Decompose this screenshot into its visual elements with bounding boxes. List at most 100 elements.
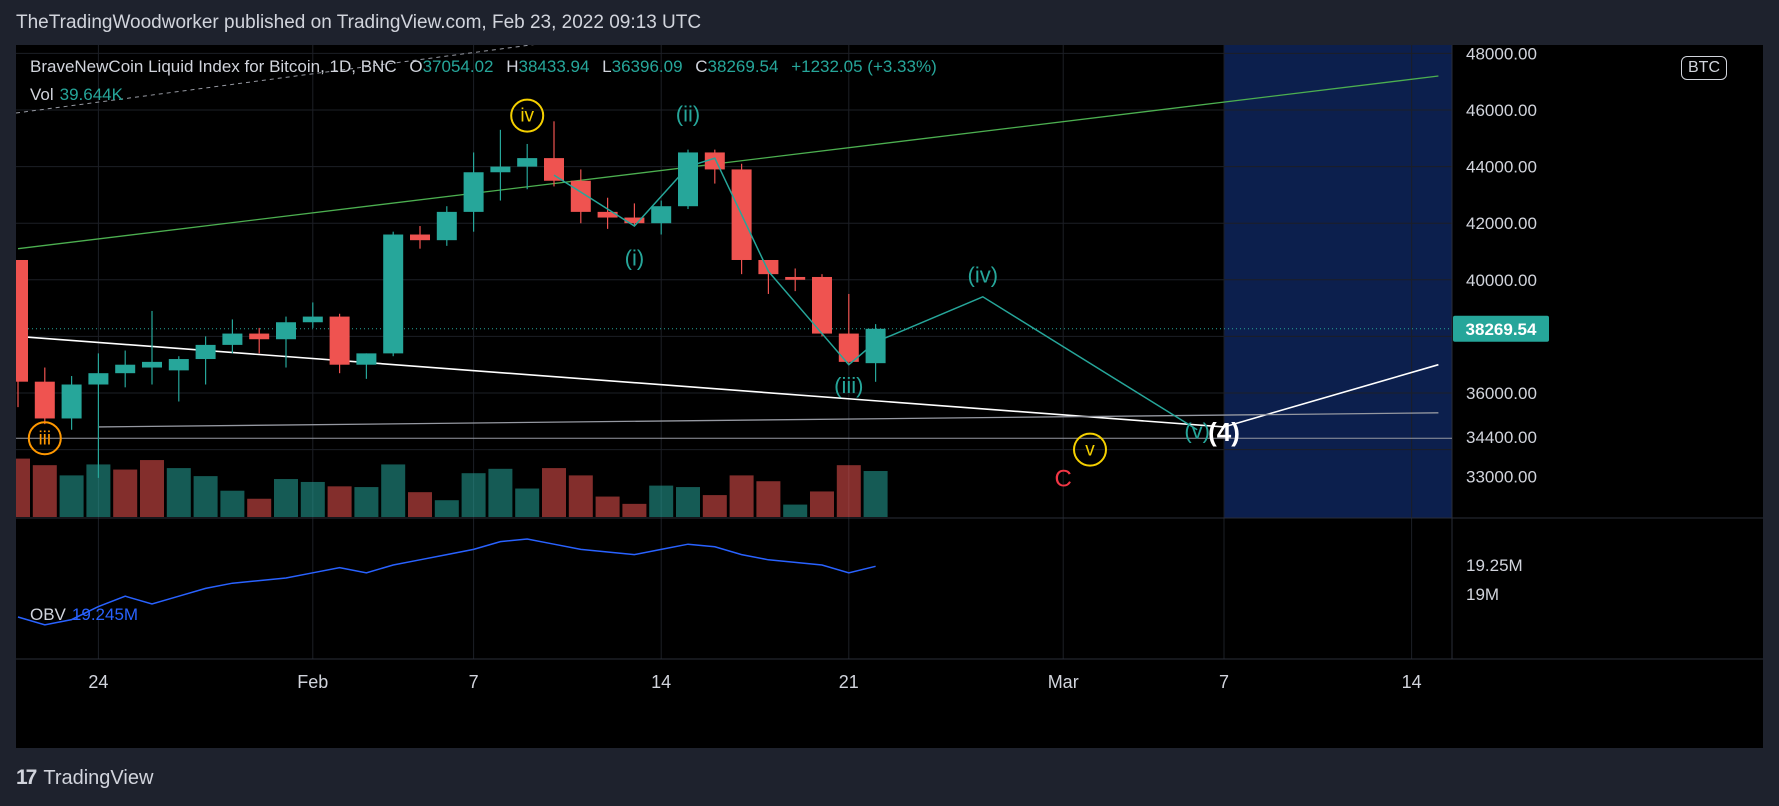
chart-area[interactable]: (i) (ii) (iii) (iv) (v) iv iii v (4) C 48000.00 460… (16, 45, 1763, 748)
channel-upper-line (17, 75, 1439, 250)
elliott-wave-path (553, 157, 1198, 431)
wave-label: (ii) (676, 101, 700, 126)
publish-header: TheTradingWoodworker published on Tradin… (16, 12, 702, 33)
wave-circle-label: iii (38, 428, 51, 449)
candle-body (865, 328, 886, 364)
annotation-label: (4) (1208, 417, 1240, 447)
candle-body (115, 364, 136, 374)
open-value: 37054.02 (422, 57, 494, 76)
price-axis-label: 46000.00 (1466, 101, 1537, 120)
volume-bar (649, 485, 674, 517)
channel-lower-line (17, 335, 1439, 428)
low-label: L (602, 57, 612, 76)
candle-body (436, 211, 457, 241)
high-value: 38433.94 (518, 57, 590, 76)
obv-label[interactable]: OBV (30, 605, 66, 624)
volume-bar (434, 500, 459, 517)
price-axis-label: 33000.00 (1466, 468, 1537, 487)
candle-body (758, 259, 779, 275)
candle-body (34, 381, 55, 419)
wave-label: (iii) (834, 373, 863, 398)
support-line (98, 412, 1439, 428)
time-axis-label: Mar (1048, 672, 1079, 692)
wave-circle (510, 98, 545, 133)
wave-label: (v) (1184, 418, 1210, 443)
open-label: O (409, 57, 423, 76)
wave-label: (i) (625, 246, 645, 271)
time-axis-label: 7 (469, 672, 479, 692)
chart-svg[interactable]: (i) (ii) (iii) (iv) (v) iv iii v (4) C 48000.00 460… (16, 45, 1763, 748)
price-axis-label: 40000.00 (1466, 271, 1537, 290)
candle-body (142, 361, 162, 368)
volume-bar (810, 491, 834, 517)
currency-badge[interactable]: BTC (1681, 56, 1727, 80)
price-axis-label: 42000.00 (1466, 214, 1537, 233)
volume-bar (542, 468, 566, 517)
volume-bar (729, 475, 754, 517)
footer: 17 TradingView (16, 766, 153, 790)
future-zone (1224, 45, 1452, 518)
volume-bar (140, 460, 164, 517)
candle-body (329, 316, 350, 365)
price-axis-label: 34400.00 (1466, 428, 1537, 447)
high-label: H (506, 57, 519, 76)
wave-circle-label: iv (520, 106, 534, 127)
volume-bar (300, 481, 325, 517)
candle-body (356, 353, 377, 365)
wave-label: (iv) (968, 263, 999, 288)
candle-body (168, 359, 189, 371)
candle-body (383, 234, 404, 354)
symbol-name[interactable]: BraveNewCoin Liquid Index for Bitcoin, 1… (30, 57, 397, 76)
volume-bar (836, 465, 861, 517)
price-axis-label: 36000.00 (1466, 384, 1537, 403)
obv-axis-label: 19.25M (1466, 556, 1523, 575)
volume-bar (863, 471, 888, 517)
last-price-badge (1453, 315, 1549, 342)
volume-bar (113, 469, 138, 517)
candle-body (517, 158, 538, 167)
annotation-label: C (1055, 465, 1072, 492)
time-axis-label: 7 (1219, 672, 1229, 692)
candle-body (61, 384, 82, 419)
candle-body (812, 276, 832, 334)
volume-bar (381, 464, 406, 517)
time-axis-label: 21 (839, 672, 859, 692)
volume-bar (327, 486, 352, 517)
volume-label[interactable]: Vol (30, 85, 54, 104)
volume-bar (408, 492, 432, 517)
volume-bar (59, 475, 84, 517)
ohlc-legend: BraveNewCoin Liquid Index for Bitcoin, 1… (30, 57, 937, 77)
volume-bar (16, 458, 30, 517)
volume-value: 39.644K (59, 85, 123, 104)
candle-body (678, 152, 698, 207)
volume-bar (702, 495, 727, 517)
volume-bar (32, 465, 57, 517)
volume-bar (595, 496, 620, 517)
last-price-label: 38269.54 (1466, 320, 1537, 339)
candle-body (838, 333, 859, 362)
candle-body (651, 206, 672, 224)
candle-body (222, 333, 243, 345)
volume-bar (220, 490, 245, 517)
obv-axis-label: 19M (1466, 585, 1499, 604)
volume-bar (354, 487, 379, 517)
candle-body (463, 172, 484, 212)
volume-legend: Vol 39.644K (30, 85, 123, 105)
candle-body (276, 322, 296, 340)
footer-brand[interactable]: TradingView (43, 766, 154, 789)
volume-bar (193, 476, 218, 517)
volume-bar (461, 473, 486, 517)
obv-legend: OBV 19.245M (30, 605, 138, 625)
wave-circle-label: v (1085, 440, 1095, 461)
change-value: +1232.05 (+3.33%) (791, 57, 937, 76)
tradingview-logo-icon[interactable]: 17 (16, 766, 37, 789)
candle-body (785, 276, 806, 280)
candle-body (490, 166, 511, 173)
candle-body (704, 152, 725, 170)
wave-circle (1073, 432, 1107, 467)
candle-body (195, 344, 216, 360)
volume-bar (166, 468, 191, 517)
wave-circle (27, 421, 62, 456)
price-axis-label: 44000.00 (1466, 158, 1537, 177)
obv-line (17, 538, 876, 626)
